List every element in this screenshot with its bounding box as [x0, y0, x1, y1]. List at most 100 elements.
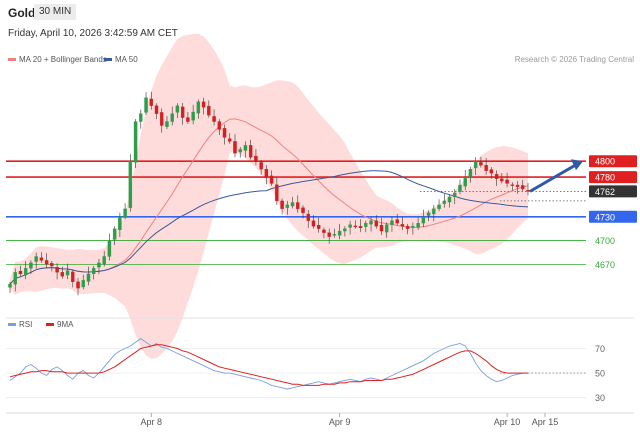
candle-body: [306, 213, 310, 221]
x-axis: Apr 8 Apr 9 Apr 10 Apr 15: [6, 412, 634, 427]
candle-body: [123, 208, 127, 217]
candle-body: [86, 273, 91, 282]
candle-body: [212, 116, 216, 122]
legend-ma20: MA 20 + Bollinger Bands: [8, 55, 107, 64]
candle-body: [426, 212, 431, 216]
candle-body: [13, 272, 17, 285]
candle-body: [112, 228, 117, 240]
candle-body: [358, 226, 363, 229]
candle-body: [248, 145, 253, 158]
legend-rsi-swatch: [8, 323, 16, 326]
candle-body: [337, 230, 342, 236]
candle-body: [217, 121, 222, 130]
resistance-level-label: 4780: [595, 173, 615, 183]
legend-ma20-label: MA 20 + Bollinger Bands: [19, 55, 107, 64]
candle-body: [463, 176, 467, 187]
price-levels-layer: [6, 160, 586, 265]
candle-body: [228, 138, 232, 142]
legend-rsi-ma: 9MA: [46, 320, 73, 329]
candle-body: [332, 234, 337, 236]
legend-ma50-label: MA 50: [115, 55, 138, 64]
ma50-line: [9, 170, 529, 285]
candle-body: [327, 232, 331, 237]
rsi-tick-label: 50: [595, 369, 605, 379]
legend-rsi-ma-label: 9MA: [57, 320, 74, 329]
candle-body: [374, 220, 378, 227]
candle-body: [411, 226, 415, 228]
candle-body: [102, 256, 106, 265]
candle-body: [133, 121, 138, 163]
candle-body: [484, 165, 488, 171]
candle-body: [23, 268, 28, 276]
legend-ma20-swatch: [8, 58, 16, 61]
candle-body: [390, 220, 394, 225]
resistance-level-tag: [589, 155, 637, 168]
candle-body: [259, 162, 263, 170]
support-level-label: 4730: [595, 212, 615, 222]
symbol-title: Gold: [8, 6, 36, 20]
candle-body: [343, 228, 347, 232]
rsi-tick-label: 70: [595, 344, 605, 354]
candle-body: [144, 97, 148, 113]
candle-body: [348, 224, 352, 228]
candle-body: [81, 280, 85, 288]
candle-body: [160, 112, 164, 126]
copyright-label: Research © 2026 Trading Central: [514, 55, 634, 64]
candle-body: [76, 281, 80, 289]
candle-body: [322, 229, 326, 233]
candle-body: [222, 128, 227, 138]
candle-body: [285, 204, 290, 208]
candle-body: [510, 184, 515, 186]
timeframe-button[interactable]: 30 MIN: [34, 4, 77, 20]
candle-body: [296, 202, 300, 209]
candle-body: [458, 184, 462, 192]
projection-layer: [529, 159, 583, 193]
candle-body: [238, 149, 242, 153]
candle-body: [301, 207, 305, 213]
candle-body: [34, 256, 38, 262]
candle-body: [264, 169, 269, 178]
candle-body: [421, 216, 426, 224]
legend-ma50: MA 50: [104, 55, 138, 64]
current-price-tag: [589, 185, 637, 198]
candle-body: [186, 117, 190, 122]
x-tick-label: Apr 9: [329, 417, 351, 427]
chart-header: Gold 30 MIN: [0, 0, 640, 24]
candle-body: [97, 262, 101, 268]
target-level-label: 4700: [595, 236, 615, 246]
projection-arrow-head: [571, 159, 583, 171]
current-price-label: 4762: [595, 187, 615, 197]
candle-body: [280, 200, 284, 209]
candle-body: [515, 184, 520, 187]
candle-body: [180, 106, 185, 118]
candle-body: [254, 155, 258, 162]
candle-body: [139, 113, 143, 122]
bollinger-band-area: [10, 33, 528, 359]
candle-body: [432, 208, 436, 215]
candle-body: [526, 190, 530, 192]
candle-body: [149, 98, 153, 106]
candle-body: [447, 196, 452, 203]
candle-body: [128, 161, 133, 208]
candle-body: [473, 161, 478, 169]
candle-body: [385, 224, 389, 233]
candle-body: [243, 145, 248, 151]
candle-body: [416, 222, 420, 228]
candle-body: [437, 204, 441, 209]
candle-body: [233, 141, 237, 154]
candle-body: [50, 263, 54, 267]
candle-body: [442, 200, 447, 204]
candle-body: [60, 272, 65, 277]
candle-body: [275, 184, 279, 202]
candle-body: [364, 222, 368, 227]
candle-body: [44, 260, 49, 265]
candle-body: [18, 270, 23, 275]
support-level-tag: [589, 210, 637, 223]
candle-body: [311, 220, 316, 227]
candle-body: [170, 113, 174, 122]
candle-body: [521, 185, 525, 190]
candle-body: [379, 224, 384, 232]
candle-body: [405, 226, 410, 229]
candle-body: [165, 121, 169, 127]
